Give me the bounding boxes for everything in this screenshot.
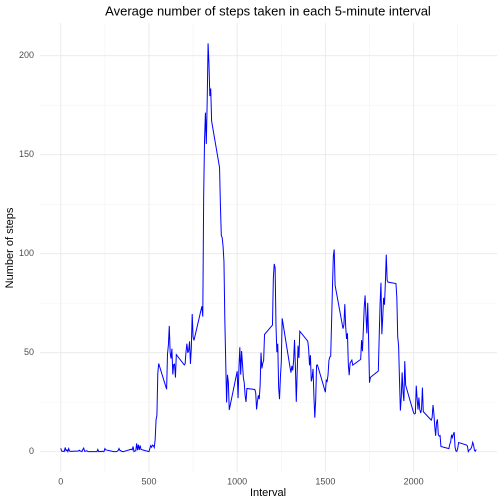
- y-tick-label: 0: [29, 446, 34, 456]
- y-tick-label: 100: [19, 248, 34, 258]
- y-tick-label: 50: [24, 347, 34, 357]
- x-tick-label: 500: [141, 476, 156, 486]
- chart-title: Average number of steps taken in each 5-…: [105, 3, 431, 18]
- y-tick-label: 150: [19, 149, 34, 159]
- x-tick-label: 1500: [315, 476, 335, 486]
- y-tick-label: 200: [19, 50, 34, 60]
- x-tick-label: 2000: [404, 476, 424, 486]
- data-line: [60, 43, 477, 454]
- x-axis-label: Interval: [250, 487, 286, 499]
- y-axis-label: Number of steps: [4, 207, 16, 288]
- x-tick-label: 1000: [227, 476, 247, 486]
- x-tick-label: 0: [58, 476, 63, 486]
